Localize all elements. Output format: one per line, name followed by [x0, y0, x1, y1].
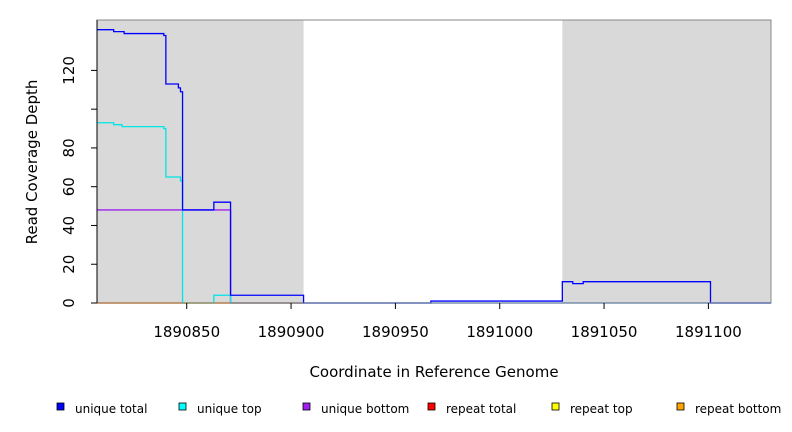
legend-label: repeat top	[570, 402, 633, 416]
legend-item-unique-top: unique top	[178, 402, 262, 416]
x-tick-label: 1890850	[153, 323, 220, 341]
shaded-region-0	[97, 20, 304, 303]
y-axis-title: Read Coverage Depth	[23, 80, 41, 245]
legend-swatch	[551, 402, 560, 411]
x-tick-label: 1890900	[258, 323, 325, 341]
legend-swatch	[56, 402, 65, 411]
legend-label: repeat total	[446, 402, 516, 416]
y-tick-label: 40	[60, 216, 78, 235]
legend-label: unique top	[197, 402, 262, 416]
legend-swatch	[302, 402, 311, 411]
x-tick-label: 1891050	[571, 323, 638, 341]
legend-item-repeat-top: repeat top	[551, 402, 633, 416]
axes: 0 20 40 60 80 120 1890850 1890900 1890950 1891000…	[60, 20, 742, 341]
legend-swatch	[178, 402, 187, 411]
shaded-region-1	[562, 20, 771, 303]
legend-item-repeat-total: repeat total	[427, 402, 516, 416]
legend-label: repeat bottom	[695, 402, 781, 416]
y-tick-label: 120	[60, 56, 78, 85]
legend-label: unique bottom	[321, 402, 409, 416]
y-tick-label: 80	[60, 138, 78, 157]
y-tick-label: 20	[60, 255, 78, 274]
x-tick-label: 1891000	[466, 323, 533, 341]
x-tick-label: 1890950	[362, 323, 429, 341]
y-tick-label: 60	[60, 177, 78, 196]
legend-swatch	[676, 402, 685, 411]
series-line-unique-total	[97, 29, 771, 304]
legend-label: unique total	[75, 402, 147, 416]
x-axis-title: Coordinate in Reference Genome	[309, 363, 558, 381]
legend-item-unique-bottom: unique bottom	[302, 402, 409, 416]
legend-item-unique-total: unique total	[56, 402, 147, 416]
legend-swatch	[427, 402, 436, 411]
shaded-regions	[97, 20, 771, 303]
legend: unique total unique top unique bottom repea…	[56, 402, 781, 416]
x-tick-label: 1891100	[675, 323, 742, 341]
legend-item-repeat-bottom: repeat bottom	[676, 402, 781, 416]
y-tick-label: 0	[60, 298, 78, 308]
